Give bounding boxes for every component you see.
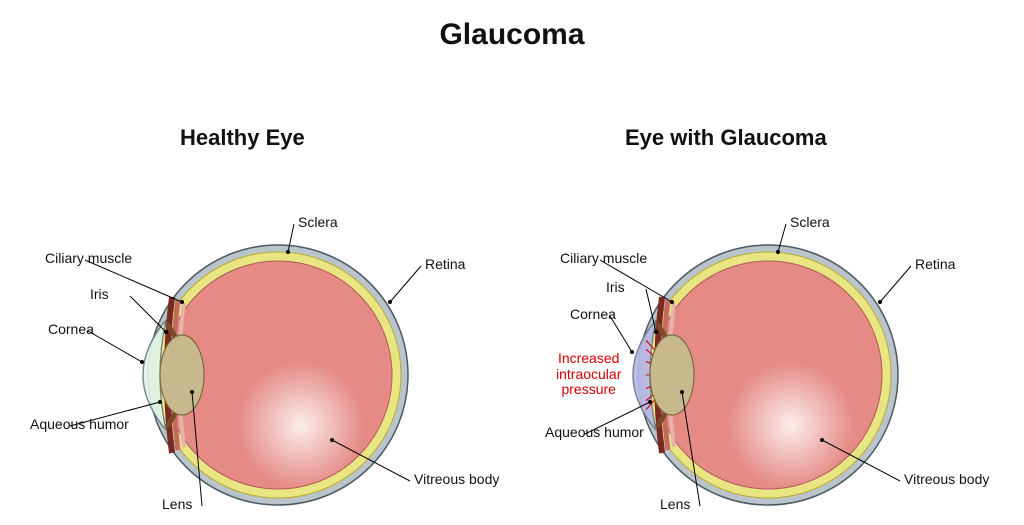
label-vitreous-glaucoma: Vitreous body [904, 471, 989, 487]
label-pressure: Increasedintraocularpressure [556, 351, 621, 398]
label-ciliary-healthy: Ciliary muscle [45, 250, 132, 266]
label-retina-healthy: Retina [425, 256, 465, 272]
label-sclera-glaucoma: Sclera [790, 214, 830, 230]
label-sclera-healthy: Sclera [298, 214, 338, 230]
label-ciliary-glaucoma: Ciliary muscle [560, 250, 647, 266]
label-retina-glaucoma: Retina [915, 256, 955, 272]
glaucoma-diagram: Glaucoma Healthy Eye Eye with Glaucoma S… [0, 0, 1024, 525]
label-iris-glaucoma: Iris [606, 279, 625, 295]
label-aqueous-glaucoma: Aqueous humor [545, 424, 644, 440]
diagram-svg [0, 0, 1024, 525]
label-aqueous-healthy: Aqueous humor [30, 416, 129, 432]
label-cornea-glaucoma: Cornea [570, 306, 616, 322]
label-lens-healthy: Lens [162, 496, 192, 512]
label-cornea-healthy: Cornea [48, 321, 94, 337]
label-iris-healthy: Iris [90, 286, 109, 302]
label-lens-glaucoma: Lens [660, 496, 690, 512]
label-vitreous-healthy: Vitreous body [414, 471, 499, 487]
